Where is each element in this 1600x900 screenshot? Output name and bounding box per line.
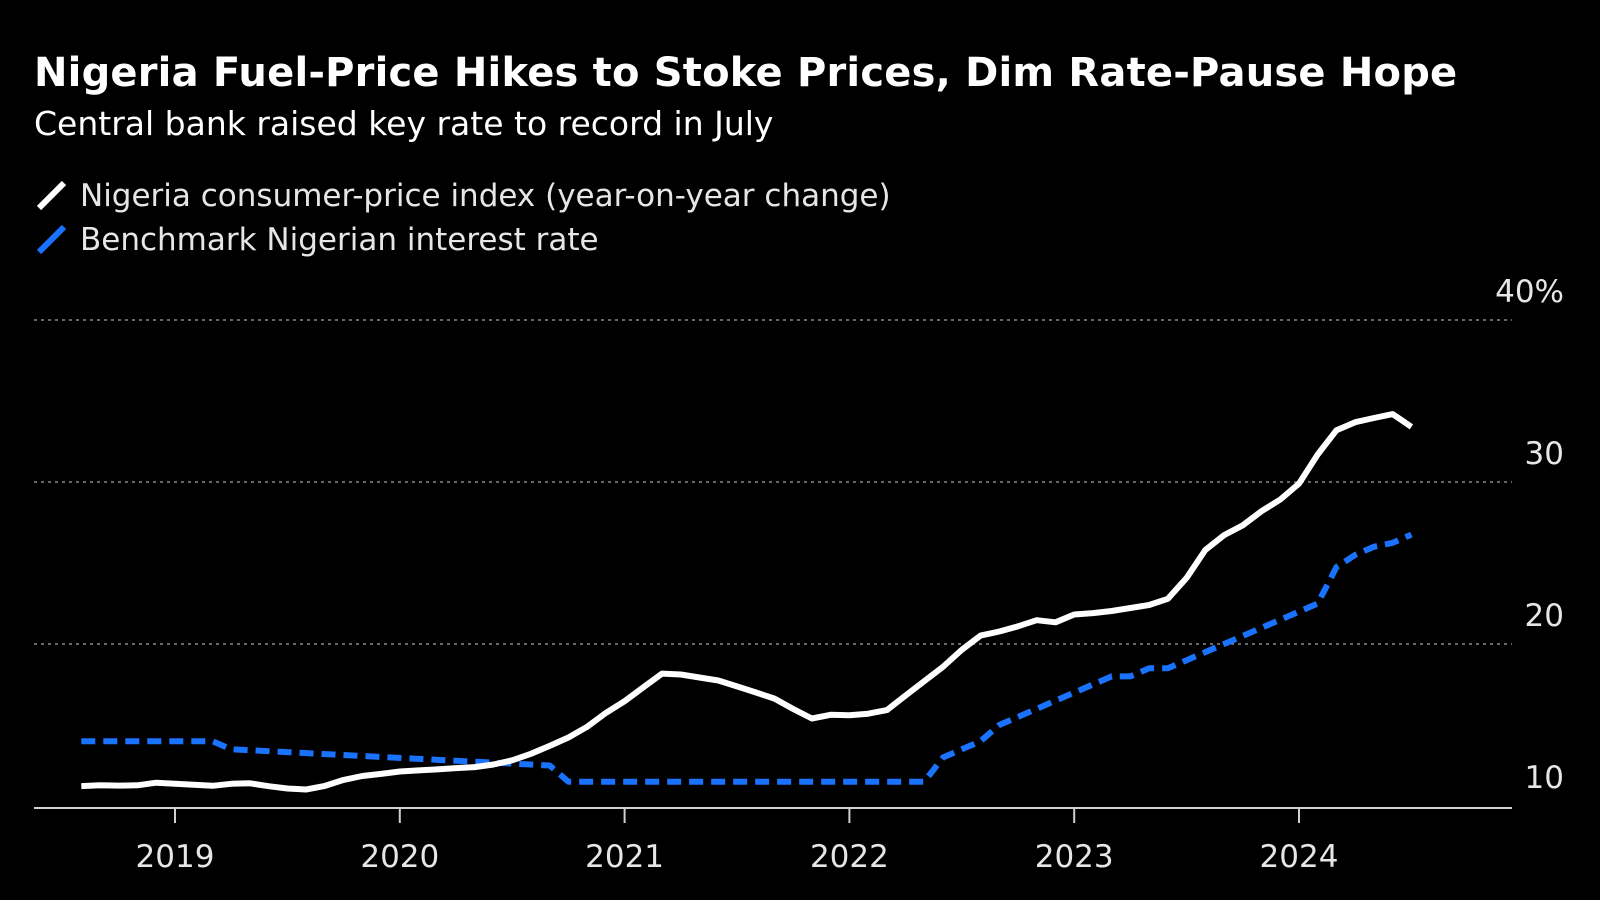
legend-item-cpi: Nigeria consumer-price index (year-on-ye… (34, 174, 891, 218)
x-tick-label: 2023 (1035, 839, 1114, 875)
chart-title: Nigeria Fuel-Price Hikes to Stoke Prices… (34, 50, 1458, 96)
legend-label-rate: Benchmark Nigerian interest rate (80, 222, 599, 258)
chart-subtitle: Central bank raised key rate to record i… (34, 104, 774, 143)
gridlines (34, 319, 1512, 645)
legend-item-rate: Benchmark Nigerian interest rate (34, 218, 891, 262)
series-line-interest-rate (81, 531, 1413, 785)
tick-labels: 10 20 30 40% 2019 2020 2021 2022 2023 2024 (136, 274, 1564, 875)
y-tick-label: 10 (1525, 760, 1564, 796)
x-tick-label: 2019 (136, 839, 215, 875)
series-lines (81, 411, 1414, 793)
x-tick-label: 2021 (585, 839, 664, 875)
legend-label-cpi: Nigeria consumer-price index (year-on-ye… (80, 178, 891, 214)
series-line-cpi (81, 411, 1414, 793)
x-tick-label: 2022 (810, 839, 889, 875)
y-tick-label: 40% (1495, 274, 1564, 310)
y-tick-label: 30 (1525, 436, 1564, 472)
x-axis (34, 807, 1512, 823)
y-tick-label: 20 (1525, 598, 1564, 634)
x-tick-label: 2024 (1260, 839, 1339, 875)
legend-swatch-cpi-icon (36, 180, 67, 211)
chart-legend: Nigeria consumer-price index (year-on-ye… (34, 174, 891, 262)
x-tick-label: 2020 (360, 839, 439, 875)
legend-swatch-rate-icon (36, 224, 67, 255)
